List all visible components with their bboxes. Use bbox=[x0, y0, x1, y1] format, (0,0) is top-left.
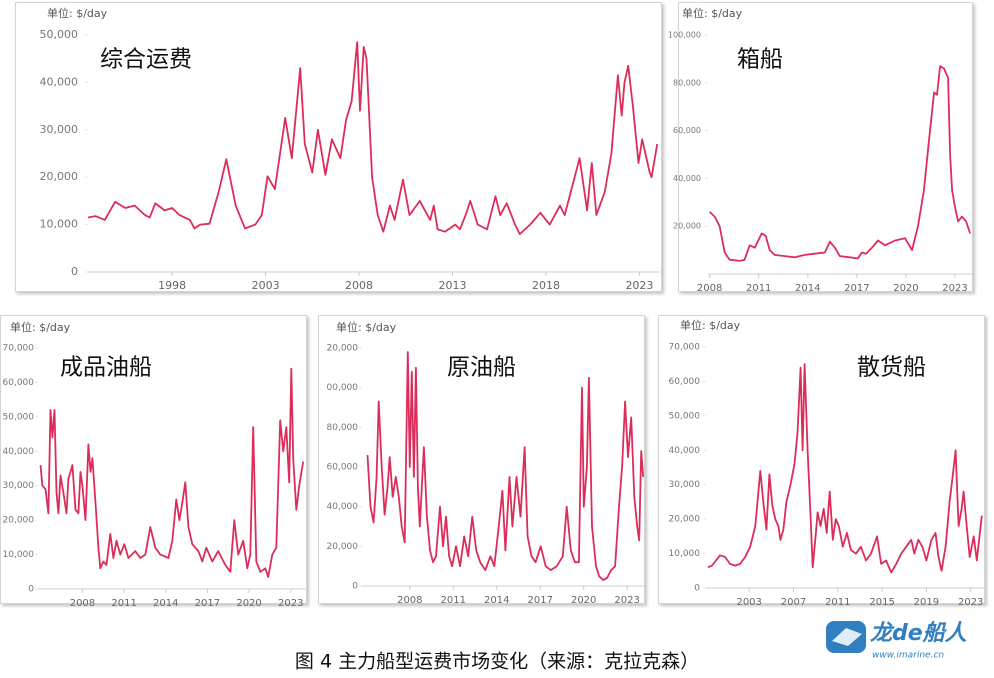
y-tick-label: 50,000 bbox=[669, 411, 701, 421]
y-tick-label: 100,000 bbox=[668, 31, 701, 40]
price-line bbox=[39, 367, 305, 578]
price-line bbox=[87, 41, 659, 235]
y-tick-label: 00,000 bbox=[327, 383, 359, 393]
x-tick-label: 2013 bbox=[439, 279, 467, 292]
y-tick-label: 20,000 bbox=[669, 515, 701, 525]
chart-panel: 单位: $/day 20,000 40,000 60,000 80,000 100,000… bbox=[668, 2, 973, 294]
x-tick-label: 2014 bbox=[484, 595, 509, 606]
chart-panel: 单位: $/day 0 20,000 40,000 60,000 80,000 00,000… bbox=[318, 315, 646, 606]
unit-label: 单位: $/day bbox=[336, 320, 397, 334]
chart-title: 散货船 bbox=[857, 355, 926, 381]
y-tick-label: 80,000 bbox=[673, 78, 701, 87]
x-tick-label: 2003 bbox=[252, 279, 280, 292]
chart-panel: 单位: $/day 0 10,000 20,000 30,000 40,000 50,000… bbox=[15, 2, 662, 292]
x-tick-label: 2011 bbox=[746, 283, 771, 294]
x-tick-label: 1998 bbox=[158, 279, 186, 292]
y-tick-label: 20,000 bbox=[327, 344, 359, 354]
y-tick-label: 0 bbox=[352, 582, 358, 592]
panel-frame bbox=[15, 2, 662, 292]
y-tick-label: 40,000 bbox=[673, 174, 701, 183]
y-tick-label: 0 bbox=[71, 265, 78, 278]
x-tick-label: 2023 bbox=[958, 597, 983, 608]
x-tick-label: 2011 bbox=[441, 595, 466, 606]
panel-frame bbox=[658, 315, 985, 604]
x-tick-label: 2017 bbox=[844, 283, 869, 294]
logo-shape bbox=[832, 628, 862, 646]
panel-frame bbox=[0, 315, 307, 604]
price-line bbox=[708, 65, 971, 262]
y-tick-label: 60,000 bbox=[327, 463, 359, 473]
y-tick-label: 30,000 bbox=[3, 481, 35, 491]
watermark: 龙de船人 www.imarine.cn bbox=[826, 620, 968, 661]
y-tick-label: 40,000 bbox=[3, 447, 35, 457]
logo-url: www.imarine.cn bbox=[872, 651, 944, 661]
unit-label: 单位: $/day bbox=[680, 318, 741, 332]
y-tick-label: 10,000 bbox=[40, 218, 79, 231]
unit-label: 单位: $/day bbox=[10, 320, 71, 334]
logo-brand: 龙de船人 bbox=[870, 620, 968, 646]
x-tick-label: 2008 bbox=[397, 595, 422, 606]
y-tick-label: 40,000 bbox=[669, 446, 701, 456]
chart-title: 综合运费 bbox=[100, 47, 192, 73]
y-tick-label: 0 bbox=[28, 585, 34, 595]
x-tick-label: 2008 bbox=[345, 279, 373, 292]
panel-frame bbox=[678, 2, 973, 292]
unit-label: 单位: $/day bbox=[682, 6, 743, 20]
y-tick-label: 50,000 bbox=[3, 412, 35, 422]
x-tick-label: 2023 bbox=[625, 279, 653, 292]
y-tick-label: 50,000 bbox=[40, 28, 79, 41]
y-tick-label: 10,000 bbox=[669, 549, 701, 559]
x-tick-label: 2003 bbox=[736, 597, 761, 608]
x-tick-label: 2019 bbox=[914, 597, 939, 608]
x-tick-label: 2023 bbox=[614, 595, 639, 606]
x-tick-label: 2018 bbox=[532, 279, 560, 292]
y-tick-label: 20,000 bbox=[327, 542, 359, 552]
x-tick-label: 2007 bbox=[781, 597, 806, 608]
x-tick-label: 2008 bbox=[697, 283, 722, 294]
x-tick-label: 2020 bbox=[571, 595, 596, 606]
chart-panel: 单位: $/day 0 10,000 20,000 30,000 40,000 50,000… bbox=[0, 315, 307, 609]
price-line bbox=[366, 351, 645, 581]
y-tick-label: 80,000 bbox=[327, 423, 359, 433]
y-tick-label: 30,000 bbox=[40, 123, 79, 136]
y-tick-label: 60,000 bbox=[673, 126, 701, 135]
x-tick-label: 2008 bbox=[70, 598, 95, 609]
y-tick-label: 70,000 bbox=[669, 343, 701, 353]
y-tick-label: 0 bbox=[694, 584, 700, 594]
x-tick-label: 2020 bbox=[236, 598, 261, 609]
y-tick-label: 70,000 bbox=[3, 344, 35, 354]
chart-title: 原油船 bbox=[447, 355, 516, 381]
x-tick-label: 2017 bbox=[195, 598, 220, 609]
y-tick-label: 40,000 bbox=[327, 502, 359, 512]
y-tick-label: 60,000 bbox=[3, 378, 35, 388]
x-tick-label: 2015 bbox=[869, 597, 894, 608]
unit-label: 单位: $/day bbox=[47, 6, 108, 20]
x-tick-label: 2023 bbox=[278, 598, 303, 609]
x-tick-label: 2023 bbox=[942, 283, 967, 294]
x-tick-label: 2011 bbox=[111, 598, 136, 609]
y-tick-label: 20,000 bbox=[3, 516, 35, 526]
y-tick-label: 20,000 bbox=[673, 222, 701, 231]
y-tick-label: 10,000 bbox=[3, 550, 35, 560]
y-tick-label: 60,000 bbox=[669, 377, 701, 387]
x-tick-label: 2014 bbox=[153, 598, 178, 609]
chart-title: 成品油船 bbox=[60, 355, 152, 381]
x-tick-label: 2017 bbox=[527, 595, 552, 606]
y-tick-label: 30,000 bbox=[669, 480, 701, 490]
caption: 图 4 主力船型运费市场变化（来源：克拉克森） bbox=[295, 651, 699, 673]
panels: 单位: $/day 0 10,000 20,000 30,000 40,000 50,000… bbox=[0, 2, 985, 609]
price-line bbox=[707, 363, 983, 574]
x-tick-label: 2020 bbox=[893, 283, 918, 294]
y-tick-label: 20,000 bbox=[40, 170, 79, 183]
y-tick-label: 40,000 bbox=[40, 75, 79, 88]
x-tick-label: 2014 bbox=[795, 283, 820, 294]
chart-panel: 单位: $/day 0 10,000 20,000 30,000 40,000 50,000… bbox=[658, 315, 985, 608]
x-tick-label: 2011 bbox=[825, 597, 850, 608]
chart-title: 箱船 bbox=[737, 47, 783, 73]
